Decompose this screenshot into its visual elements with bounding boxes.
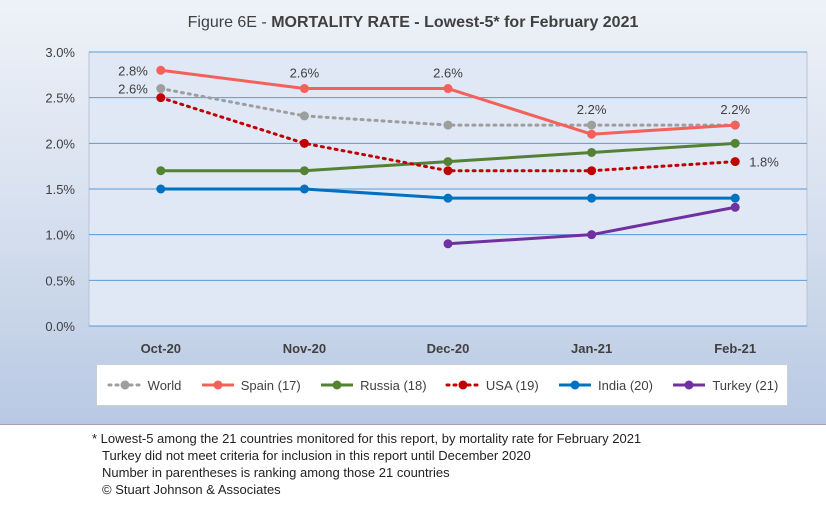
data-point-turkey-21	[443, 239, 453, 249]
footnotes: * Lowest-5 among the 21 countries monito…	[92, 430, 641, 498]
y-tick-label: 0.5%	[45, 273, 75, 288]
y-tick-label: 0.0%	[45, 319, 75, 334]
data-point-russia-18	[587, 147, 597, 157]
legend-item-usa-19: USA (19)	[444, 378, 539, 393]
data-point-india-20	[730, 193, 740, 203]
legend-label: USA (19)	[485, 377, 539, 393]
legend-item-world: World	[106, 377, 182, 393]
data-point-spain-17	[299, 84, 309, 94]
y-tick-label: 2.0%	[45, 136, 75, 151]
legend-item-india-20: India (20)	[556, 378, 653, 393]
x-tick-label: Feb-21	[714, 341, 756, 356]
data-point-world	[299, 111, 309, 121]
x-tick-label: Dec-20	[427, 341, 470, 356]
data-label: 2.8%	[118, 63, 148, 78]
legend-label: Turkey (21)	[712, 377, 779, 393]
data-point-usa-19	[299, 138, 309, 148]
legend-swatch	[107, 380, 143, 390]
footnote-ranking: Number in parentheses is ranking among t…	[102, 465, 450, 480]
x-tick-label: Jan-21	[571, 341, 612, 356]
legend-item-spain-17: Spain (17)	[199, 378, 301, 393]
data-point-india-20	[587, 193, 597, 203]
chart-title: Figure 6E - MORTALITY RATE - Lowest-5* f…	[188, 14, 639, 31]
data-point-usa-19	[587, 166, 597, 176]
y-tick-label: 1.0%	[45, 228, 75, 243]
legend-swatch	[559, 380, 592, 390]
data-point-usa-19	[443, 166, 453, 176]
y-tick-label: 1.5%	[45, 182, 75, 197]
data-point-russia-18	[730, 138, 740, 148]
data-point-world	[587, 120, 597, 130]
legend-label: India (20)	[598, 377, 653, 393]
chart-title-bold: MORTALITY RATE - Lowest-5* for February …	[271, 14, 638, 31]
data-point-usa-19	[730, 157, 740, 167]
data-point-spain-17	[587, 129, 597, 139]
line-chart: Figure 6E - MORTALITY RATE - Lowest-5* f…	[45, 14, 808, 356]
legend-swatch	[201, 380, 234, 390]
legend-swatch	[321, 380, 354, 390]
data-point-india-20	[156, 184, 166, 194]
footnote-copyright: © Stuart Johnson & Associates	[102, 482, 281, 497]
x-tick-label: Oct-20	[141, 341, 181, 356]
legend-label: World	[147, 377, 182, 393]
data-point-russia-18	[156, 166, 166, 176]
data-point-spain-17	[156, 65, 166, 75]
data-point-spain-17	[443, 84, 453, 94]
series-lines	[156, 65, 740, 249]
data-labels: 2.8% 2.6% 2.6% 2.6% 2.2% 2.2% 1.8%	[118, 63, 779, 169]
data-point-world	[156, 84, 166, 94]
y-axis-ticks: 0.0% 0.5% 1.0% 1.5% 2.0% 2.5% 3.0%	[45, 45, 75, 334]
legend: World Spain (17) Russia (18) USA (19) India …	[96, 364, 788, 406]
footnote-turkey: Turkey did not meet criteria for inclusi…	[102, 448, 531, 463]
data-label: 2.6%	[118, 82, 148, 97]
chart-title-prefix: Figure 6E -	[188, 14, 272, 31]
legend-label: Russia (18)	[360, 377, 427, 393]
data-point-turkey-21	[730, 202, 740, 212]
legend-item-turkey-21: Turkey (21)	[670, 378, 778, 393]
data-label: 2.2%	[720, 102, 750, 117]
data-label: 2.6%	[433, 66, 463, 81]
data-point-russia-18	[299, 166, 309, 176]
footnote-asterisk: * Lowest-5 among the 21 countries monito…	[92, 431, 642, 446]
legend-item-russia-18: Russia (18)	[318, 377, 427, 393]
x-axis-ticks: Oct-20 Nov-20 Dec-20 Jan-21 Feb-21	[141, 341, 757, 356]
legend-swatch	[445, 380, 481, 390]
data-point-india-20	[443, 193, 453, 203]
gridlines	[89, 51, 807, 327]
y-tick-label: 3.0%	[45, 45, 75, 60]
data-point-world	[443, 120, 453, 130]
data-point-india-20	[299, 184, 309, 194]
legend-swatch	[673, 380, 706, 390]
data-label: 2.2%	[577, 102, 607, 117]
x-tick-label: Nov-20	[283, 341, 326, 356]
data-point-spain-17	[730, 120, 740, 130]
y-tick-label: 2.5%	[45, 91, 75, 106]
data-point-usa-19	[156, 93, 166, 103]
legend-label: Spain (17)	[240, 377, 301, 393]
data-label: 2.6%	[290, 66, 320, 81]
data-point-turkey-21	[587, 230, 597, 240]
data-label: 1.8%	[749, 155, 779, 170]
chart-panel: Figure 6E - MORTALITY RATE - Lowest-5* f…	[0, 0, 826, 425]
data-point-russia-18	[443, 157, 453, 167]
